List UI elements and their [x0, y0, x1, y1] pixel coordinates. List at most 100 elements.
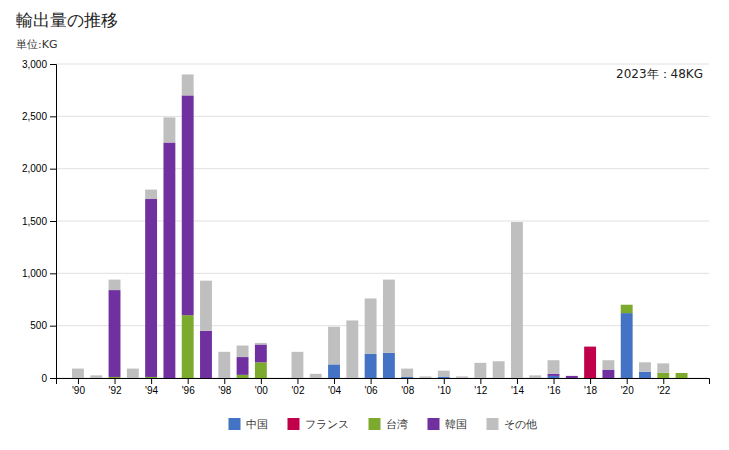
bar-segment — [127, 369, 139, 378]
bar-segment — [218, 352, 230, 378]
bar-segment — [200, 331, 212, 378]
bar-segment — [438, 377, 450, 378]
bar-segment — [383, 353, 395, 378]
bar-segment — [621, 304, 633, 305]
bar-segment — [420, 376, 432, 378]
legend-label: その他 — [504, 418, 537, 431]
bar-segment — [109, 378, 121, 379]
x-tick-label: '94 — [145, 385, 158, 396]
x-tick: '98 — [218, 378, 231, 396]
x-tick-label: '20 — [621, 385, 634, 396]
x-axis: '90'92'94'96'98'00'02'04'06'08'10'12'14'… — [57, 378, 710, 396]
y-tick-mark — [50, 221, 56, 222]
bar-segment — [602, 370, 614, 378]
bar-segment — [145, 190, 157, 199]
x-tick-label: '92 — [109, 385, 122, 396]
y-tick-label: 0 — [41, 373, 47, 384]
bar-segment — [273, 378, 285, 379]
bars — [72, 74, 688, 378]
bar-segment — [493, 361, 505, 378]
y-tick-label: 500 — [30, 320, 47, 331]
legend-swatch — [487, 418, 499, 430]
legend-swatch — [369, 418, 381, 430]
x-tick-mark — [115, 378, 116, 384]
x-tick: '12 — [474, 378, 487, 396]
legend-label: 中国 — [246, 418, 268, 431]
x-tick-label: '04 — [328, 385, 341, 396]
y-tick-mark — [50, 169, 56, 170]
legend-label: 韓国 — [445, 418, 467, 431]
x-tick-mark — [517, 378, 518, 384]
x-tick-mark — [554, 378, 555, 384]
grid-line — [56, 116, 709, 117]
x-tick-mark — [480, 378, 481, 384]
y-tick: 1,000 — [22, 268, 56, 279]
bar-segment — [657, 363, 669, 372]
legend-label: フランス — [305, 418, 349, 431]
y-tick-label: 2,000 — [22, 163, 47, 174]
x-tick-mark — [444, 378, 445, 384]
x-tick: '02 — [291, 378, 304, 396]
bar-segment — [456, 376, 468, 378]
bar-segment — [90, 375, 102, 378]
bar-segment — [145, 199, 157, 377]
bar-segment — [273, 378, 285, 379]
x-tick-mark — [590, 378, 591, 384]
bar-segment — [109, 378, 121, 379]
y-axis-label: 単位:KG — [16, 38, 57, 51]
x-tick-mark — [407, 378, 408, 384]
y-tick: 500 — [30, 320, 56, 331]
x-tick: '92 — [109, 378, 122, 396]
bar-segment — [474, 363, 486, 378]
y-tick: 3,000 — [22, 59, 56, 70]
bar-segment — [676, 372, 688, 373]
bar-segment — [328, 364, 340, 378]
grid-line — [56, 64, 709, 65]
x-tick-label: '96 — [182, 385, 195, 396]
x-tick-label: '00 — [255, 385, 268, 396]
x-axis-line — [57, 379, 710, 385]
bar-segment — [182, 95, 194, 315]
x-tick-mark — [297, 378, 298, 384]
x-tick-mark — [663, 378, 664, 384]
x-tick: '18 — [584, 378, 597, 396]
bar-segment — [566, 375, 578, 376]
bar-segment — [310, 374, 322, 378]
legend-item: 台湾 — [369, 418, 408, 431]
bar-segment — [566, 376, 578, 378]
y-tick: 0 — [41, 373, 56, 384]
bar-segment — [163, 143, 175, 379]
x-tick-mark — [151, 378, 152, 384]
bar-segment — [548, 374, 560, 376]
chart-svg: '90'92'94'96'98'00'02'04'06'08'10'12'14'… — [0, 0, 729, 450]
annotation: 2023年：48KG — [616, 67, 703, 81]
x-tick-mark — [627, 378, 628, 384]
bar-segment — [438, 371, 450, 377]
x-tick-label: '22 — [657, 385, 670, 396]
legend-swatch — [288, 418, 300, 430]
bar-segment — [145, 377, 157, 378]
bar-segment — [657, 373, 669, 378]
bar-segment — [145, 378, 157, 379]
legend-item: その他 — [487, 418, 537, 431]
bar-segment — [584, 346, 596, 347]
bar-segment — [182, 74, 194, 95]
y-tick-mark — [50, 116, 56, 117]
y-tick: 2,500 — [22, 111, 56, 122]
bar-segment — [237, 357, 249, 375]
y-tick-mark — [50, 326, 56, 327]
bar-segment — [676, 372, 688, 373]
bar-segment — [602, 360, 614, 369]
bar-segment — [346, 320, 358, 378]
legend-label: 台湾 — [386, 418, 408, 431]
legend-item: フランス — [288, 418, 349, 431]
x-tick-mark — [78, 378, 79, 384]
series-1 — [584, 347, 596, 378]
bar-segment — [273, 378, 285, 379]
y-tick-label: 1,000 — [22, 268, 47, 279]
legend-swatch — [229, 418, 241, 430]
x-tick: '10 — [438, 378, 451, 396]
x-tick: '90 — [72, 378, 85, 396]
bar-segment — [328, 327, 340, 365]
x-tick-label: '90 — [72, 385, 85, 396]
